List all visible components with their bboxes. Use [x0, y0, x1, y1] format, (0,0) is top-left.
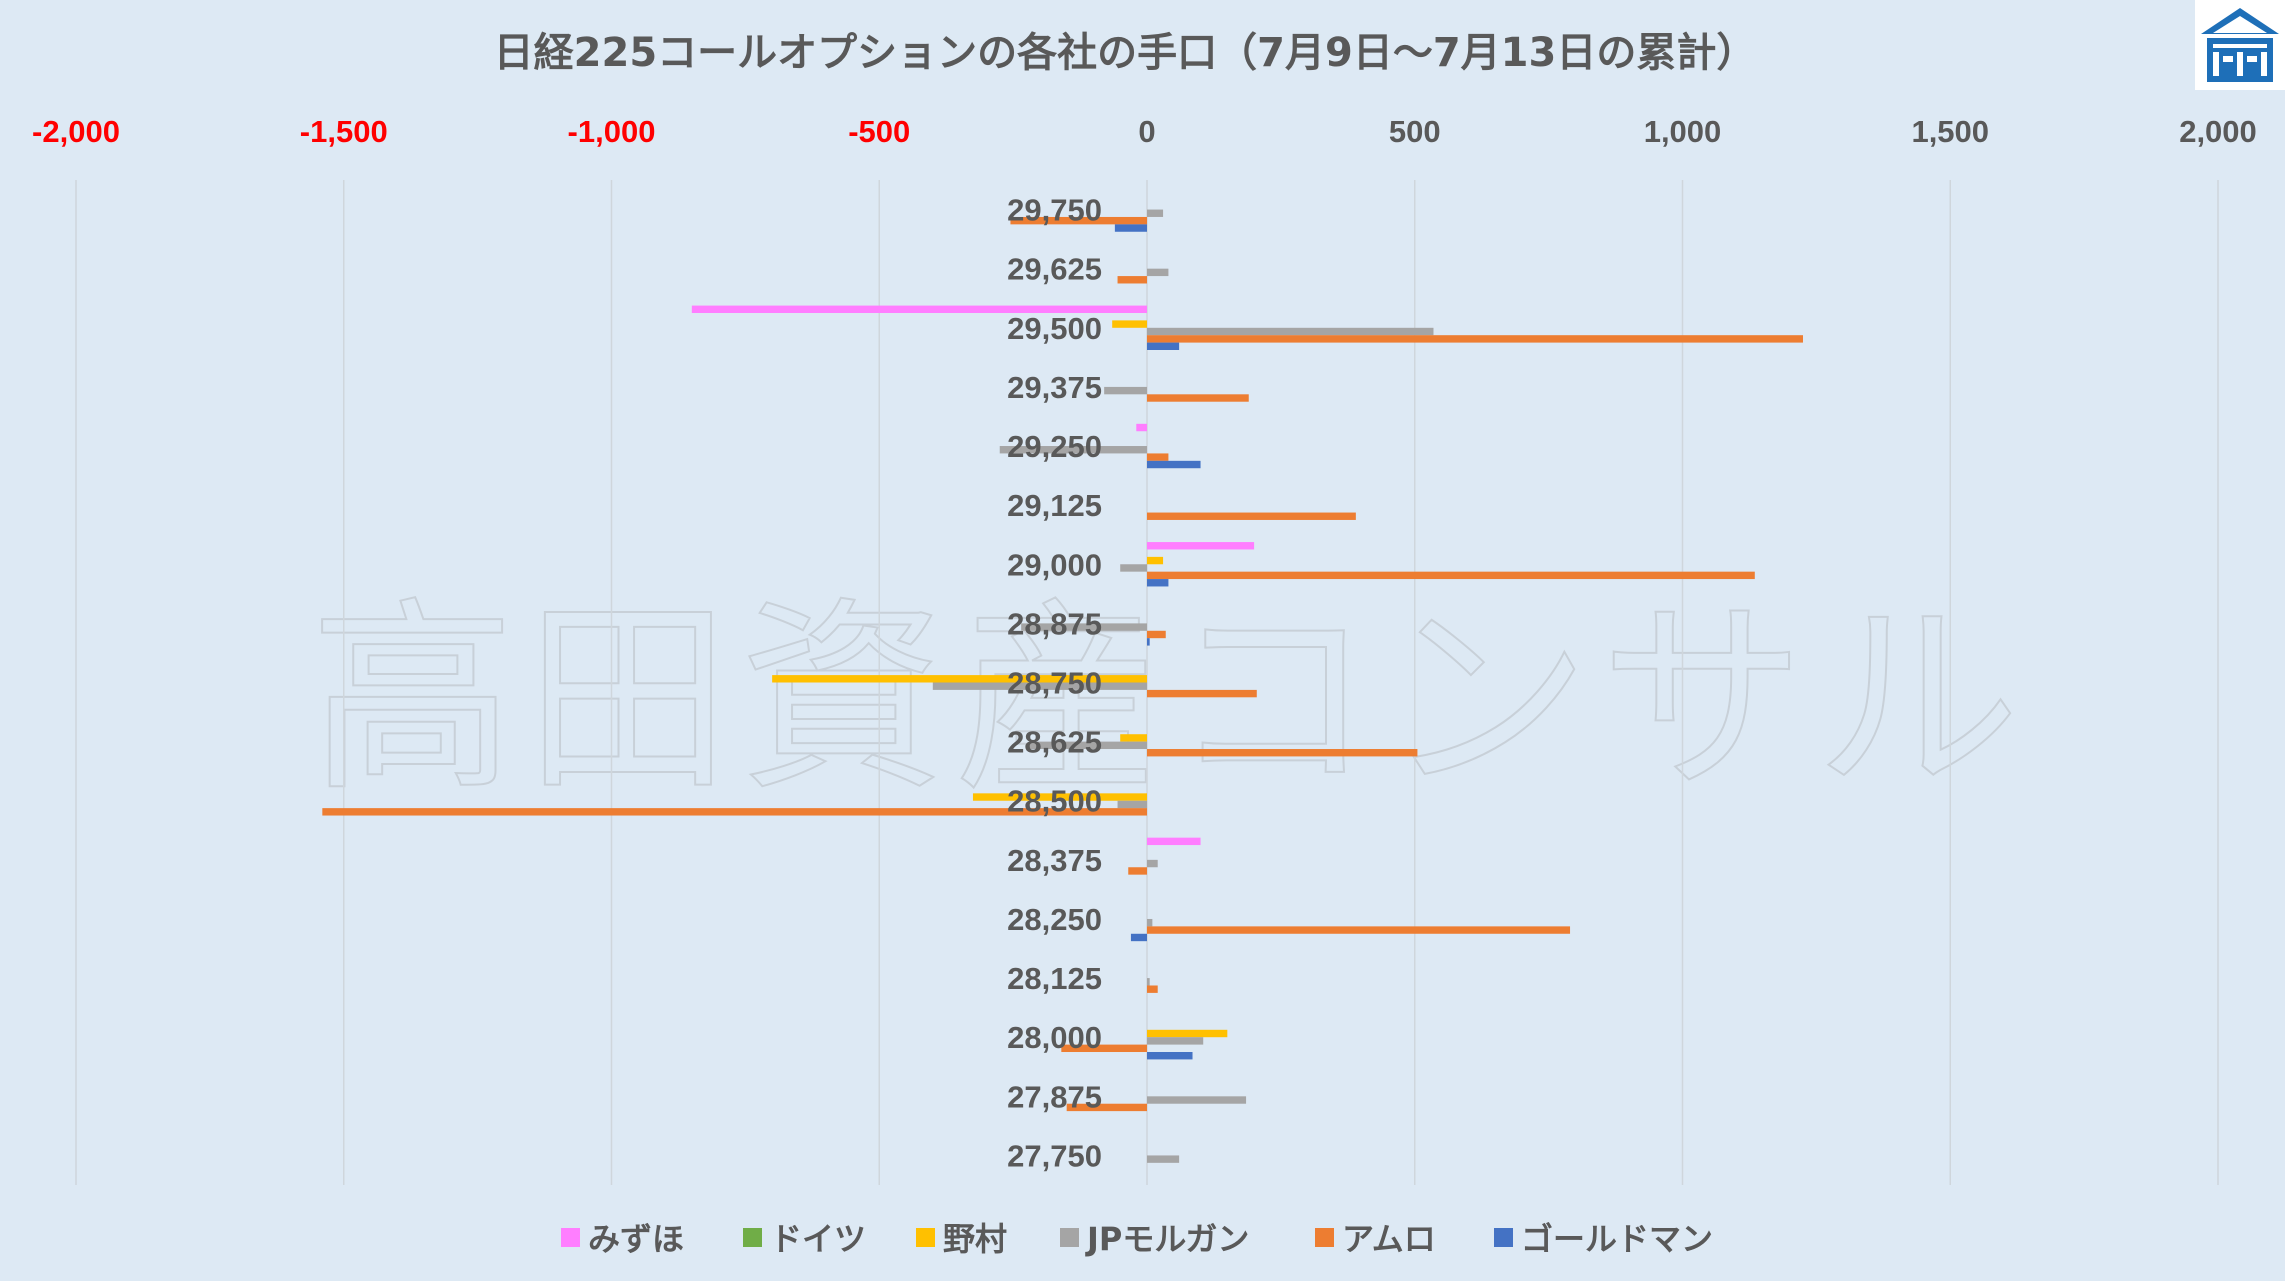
bar: [1147, 985, 1158, 993]
x-tick-labels: -2,000 -1,500 -1,000 -500 0 500 1,000 1,500 2,00…: [32, 114, 2257, 149]
bar: [1112, 320, 1147, 328]
x-tick-label: -1,000: [568, 114, 656, 149]
x-tick-label: 2,000: [2179, 114, 2257, 149]
category-label: 28,875: [1007, 606, 1102, 641]
x-tick-label: -500: [848, 114, 910, 149]
watermark-text: 高田資産コンサル: [310, 581, 2030, 819]
category-label: 29,125: [1007, 488, 1102, 523]
category-label: 28,125: [1007, 961, 1102, 996]
bar: [1147, 209, 1164, 217]
x-tick-label: 0: [1138, 114, 1155, 149]
bar: [1147, 749, 1418, 757]
bar: [1147, 1052, 1193, 1060]
bar: [1128, 867, 1147, 875]
category-label: 29,625: [1007, 252, 1102, 287]
bars: [322, 209, 1803, 1163]
bar: [1147, 579, 1169, 587]
category-label: 28,000: [1007, 1020, 1102, 1055]
bar: [1147, 268, 1169, 277]
category-label: 28,250: [1007, 902, 1102, 937]
house-logo-icon: [2195, 0, 2285, 90]
x-tick-label: -1,500: [300, 114, 388, 149]
bar: [1147, 859, 1158, 868]
chart-title: 日経225コールオプションの各社の手口（7月9日〜7月13日の累計）: [494, 30, 1757, 76]
bar: [1120, 734, 1147, 742]
legend-swatch: [916, 1228, 935, 1247]
bar: [1117, 800, 1147, 809]
bar: [1147, 335, 1803, 343]
bar: [772, 675, 1147, 683]
legend-label: アムロ: [1342, 1220, 1436, 1258]
brand-logo: [2195, 0, 2285, 90]
bar: [1029, 741, 1147, 750]
legend-swatch: [1315, 1228, 1334, 1247]
bar: [1147, 512, 1356, 520]
bar: [1147, 837, 1201, 846]
bar: [1147, 689, 1257, 698]
bar: [322, 808, 1148, 816]
legend-label: 野村: [943, 1220, 1007, 1258]
category-label: 29,500: [1007, 311, 1102, 346]
x-tick-label: -2,000: [32, 114, 120, 149]
bar: [1104, 386, 1147, 395]
bar: [1136, 423, 1147, 432]
x-tick-label: 500: [1389, 114, 1441, 149]
bar: [1147, 1155, 1180, 1163]
bar: [1147, 1037, 1204, 1045]
bar: [972, 793, 1147, 801]
legend-label: JPモルガン: [1085, 1220, 1249, 1258]
bar: [1147, 394, 1249, 402]
bar: [1114, 224, 1147, 232]
bar: [999, 446, 1147, 454]
bar: [1117, 276, 1147, 284]
bar: [932, 682, 1147, 690]
bar: [1010, 216, 1147, 225]
bar: [1147, 327, 1434, 336]
bar: [1066, 1103, 1147, 1112]
legend-swatch: [1060, 1228, 1079, 1247]
bar: [1147, 1029, 1228, 1038]
legend-label: ドイツ: [770, 1220, 866, 1258]
bar: [1147, 638, 1150, 646]
bar: [1120, 564, 1147, 572]
legend-label: みずほ: [588, 1220, 684, 1258]
category-label: 27,875: [1007, 1079, 1102, 1114]
legend: みずほ ドイツ 野村 JPモルガン アムロ ゴールドマン: [561, 1220, 1713, 1258]
bar: [1147, 556, 1164, 565]
category-label: 28,750: [1007, 666, 1102, 701]
legend-swatch: [743, 1228, 762, 1247]
bar: [1147, 926, 1571, 934]
bar: [1147, 342, 1180, 350]
category-label: 29,250: [1007, 429, 1102, 464]
legend-label: ゴールドマン: [1521, 1220, 1713, 1258]
x-tick-label: 1,000: [1644, 114, 1722, 149]
bar: [1147, 460, 1201, 469]
bar: [1021, 623, 1147, 631]
category-label: 28,375: [1007, 843, 1102, 878]
bar: [691, 305, 1147, 313]
category-label: 27,750: [1007, 1138, 1102, 1173]
bar: [1130, 933, 1147, 942]
bar: [1147, 571, 1755, 580]
legend-swatch: [561, 1228, 580, 1247]
legend-swatch: [1494, 1228, 1513, 1247]
category-label: 29,750: [1007, 193, 1102, 228]
bar: [1147, 1096, 1247, 1104]
category-label: 28,500: [1007, 784, 1102, 819]
bar: [1061, 1044, 1147, 1053]
bar: [1147, 978, 1150, 986]
category-labels: 29,750 29,625 29,500 29,375 29,250 29,125 29,0…: [1007, 193, 1102, 1174]
x-tick-label: 1,500: [1911, 114, 1989, 149]
bar: [1147, 453, 1169, 461]
category-label: 29,375: [1007, 370, 1102, 405]
bar: [1147, 630, 1166, 639]
bar: [1147, 918, 1153, 927]
category-label: 28,625: [1007, 725, 1102, 760]
category-label: 29,000: [1007, 547, 1102, 582]
bar: [1147, 542, 1255, 550]
